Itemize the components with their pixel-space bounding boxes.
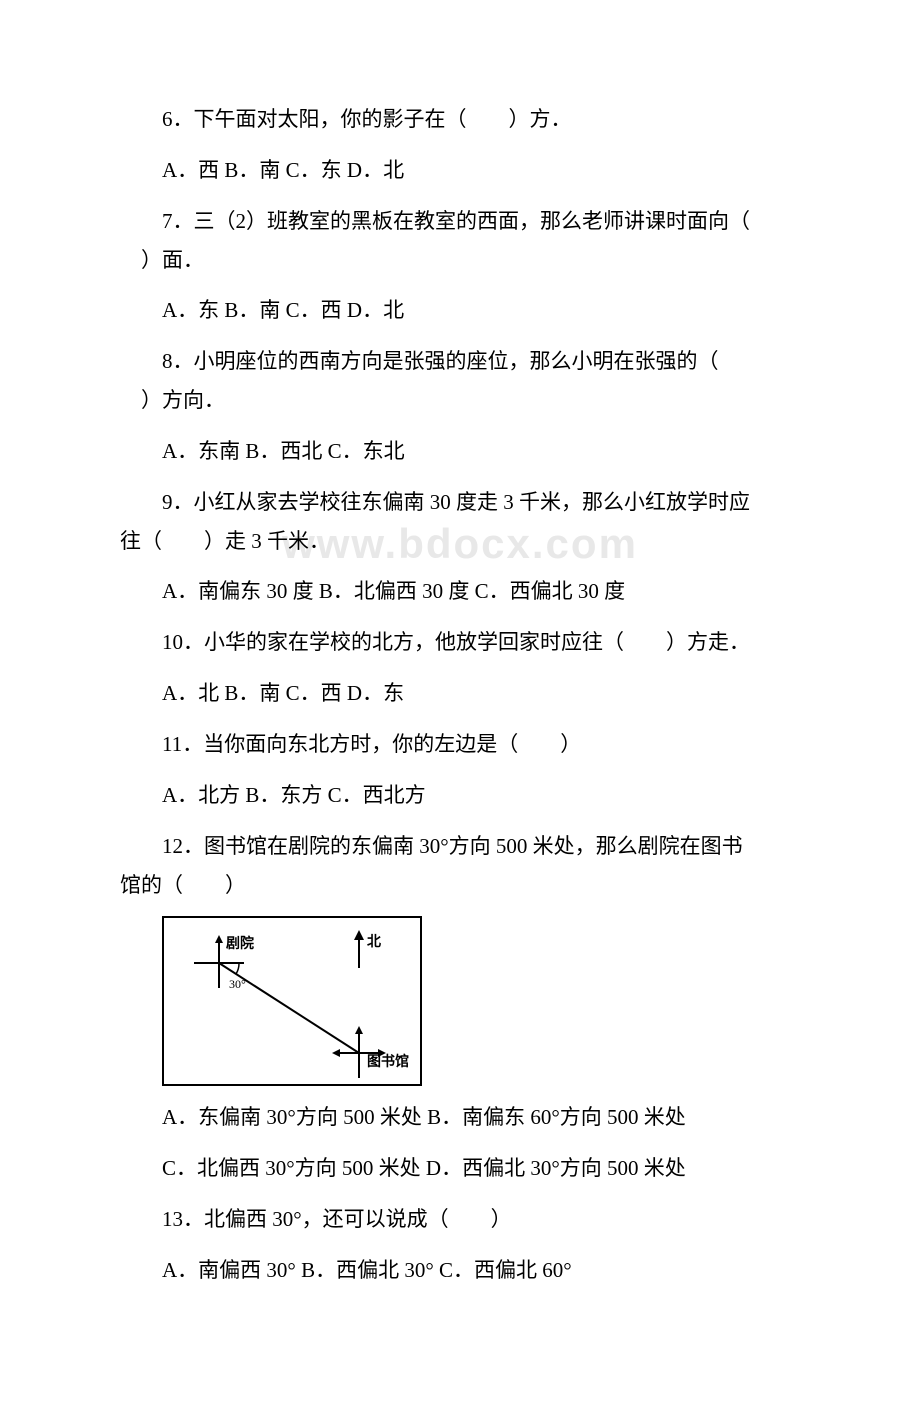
question-12-line1: 12．图书馆在剧院的东偏南 30°方向 500 米处，那么剧院在图书 xyxy=(120,827,800,866)
question-9-line2: 往（ ）走 3 千米． xyxy=(120,522,800,561)
library-label: 图书馆 xyxy=(367,1053,409,1070)
question-11-text: 11．当你面向东北方时，你的左边是（ ） xyxy=(120,725,800,764)
question-10-text: 10．小华的家在学校的北方，他放学回家时应往（ ）方走． xyxy=(120,623,800,662)
question-7: 7．三（2）班教室的黑板在教室的西面，那么老师讲课时面向（ ）面． xyxy=(120,202,800,280)
document-content: 6．下午面对太阳，你的影子在（ ）方． A．西 B．南 C．东 D．北 7．三（… xyxy=(120,100,800,1290)
question-9-options: A．南偏东 30 度 B．北偏西 30 度 C．西偏北 30 度 xyxy=(120,572,800,611)
question-8-line2: ）方向． xyxy=(120,381,800,420)
question-7-line2: ）面． xyxy=(120,241,800,280)
diagram-container: 剧院 30° 北 图书馆 xyxy=(162,916,800,1086)
diagram: 剧院 30° 北 图书馆 xyxy=(162,916,422,1086)
question-8-options: A．东南 B．西北 C．东北 xyxy=(120,432,800,471)
theater-label: 剧院 xyxy=(226,935,254,952)
question-9-line1: 9．小红从家去学校往东偏南 30 度走 3 千米，那么小红放学时应 xyxy=(120,483,800,522)
question-8: 8．小明座位的西南方向是张强的座位，那么小明在张强的（ ）方向． xyxy=(120,342,800,420)
question-7-line1: 7．三（2）班教室的黑板在教室的西面，那么老师讲课时面向（ xyxy=(120,202,800,241)
question-8-line1: 8．小明座位的西南方向是张强的座位，那么小明在张强的（ xyxy=(120,342,800,381)
question-12-line2: 馆的（ ） xyxy=(120,866,800,905)
question-12-options-ab: A．东偏南 30°方向 500 米处 B．南偏东 60°方向 500 米处 xyxy=(120,1098,800,1137)
question-6-options: A．西 B．南 C．东 D．北 xyxy=(120,151,800,190)
angle-label: 30° xyxy=(229,977,246,991)
north-label: 北 xyxy=(367,934,381,950)
question-6-text: 6．下午面对太阳，你的影子在（ ）方． xyxy=(120,100,800,139)
question-7-options: A．东 B．南 C．西 D．北 xyxy=(120,291,800,330)
question-10-options: A．北 B．南 C．西 D．东 xyxy=(120,674,800,713)
question-12-options-cd: C．北偏西 30°方向 500 米处 D．西偏北 30°方向 500 米处 xyxy=(120,1149,800,1188)
question-9: 9．小红从家去学校往东偏南 30 度走 3 千米，那么小红放学时应 往（ ）走 … xyxy=(120,483,800,561)
question-11-options: A．北方 B．东方 C．西北方 xyxy=(120,776,800,815)
question-12: 12．图书馆在剧院的东偏南 30°方向 500 米处，那么剧院在图书 馆的（ ） xyxy=(120,827,800,905)
question-13-text: 13．北偏西 30°，还可以说成（ ） xyxy=(120,1200,800,1239)
question-13-options: A．南偏西 30° B．西偏北 30° C．西偏北 60° xyxy=(120,1251,800,1290)
diagram-svg: 剧院 30° 北 图书馆 xyxy=(164,918,424,1088)
